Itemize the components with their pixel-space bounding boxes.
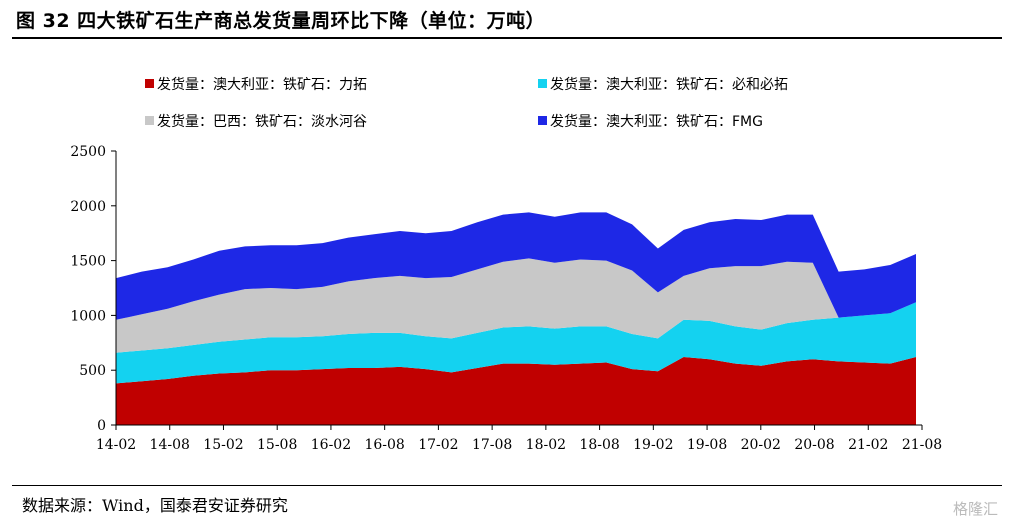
x-tick-label: 17-02: [418, 437, 458, 453]
y-tick-label: 500: [79, 363, 106, 379]
page-title: 图 32 四大铁矿石生产商总发货量周环比下降（单位：万吨）: [16, 10, 546, 32]
x-tick-label: 18-02: [526, 437, 566, 453]
x-tick-label: 16-08: [364, 437, 404, 453]
x-tick-label: 17-08: [472, 437, 512, 453]
x-tick-label: 15-02: [203, 437, 243, 453]
legend-label: 发货量：澳大利亚：铁矿石：必和必拓: [550, 76, 788, 93]
watermark: 格隆汇: [952, 500, 998, 518]
x-tick-label: 19-08: [687, 437, 727, 453]
x-tick-label: 19-02: [633, 437, 673, 453]
area-series-2: [116, 258, 916, 353]
y-tick-label: 0: [97, 418, 106, 434]
legend: 发货量：澳大利亚：铁矿石：力拓 发货量：澳大利亚：铁矿石：必和必拓发货量：巴西：铁…: [145, 76, 788, 130]
x-tick-label: 14-08: [150, 437, 190, 453]
area-series-3: [116, 212, 916, 320]
legend-swatch: [145, 79, 154, 88]
top-rule: [12, 37, 1002, 39]
legend-swatch: [145, 116, 154, 125]
area-series-1: [116, 302, 916, 384]
legend-label: 发货量：巴西：铁矿石：淡水河谷: [157, 113, 367, 130]
legend-label: 发货量：澳大利亚：铁矿石：FMG: [550, 113, 763, 130]
legend-swatch: [538, 116, 547, 125]
x-tick-label: 14-02: [96, 437, 136, 453]
x-tick-label: 16-02: [311, 437, 351, 453]
bottom-rule: [12, 485, 1002, 486]
x-tick-label: 21-02: [848, 437, 888, 453]
chart-axes: 0 500 1000 1500 2000 2500 14-02 14-08 15-02 15-08…: [70, 144, 942, 453]
y-tick-label: 2500: [70, 144, 106, 160]
y-tick-label: 1000: [70, 308, 106, 324]
x-tick-label: 15-08: [257, 437, 297, 453]
y-tick-label: 2000: [70, 199, 106, 215]
x-tick-label: 18-08: [579, 437, 619, 453]
x-tick-label: 20-08: [794, 437, 834, 453]
y-tick-label: 1500: [70, 254, 106, 270]
area-series-0: [116, 357, 916, 425]
legend-swatch: [538, 79, 547, 88]
legend-label: 发货量：澳大利亚：铁矿石：力拓: [157, 76, 367, 93]
x-tick-label: 21-08: [902, 437, 942, 453]
source-note: 数据来源：Wind，国泰君安证券研究: [22, 496, 288, 515]
x-tick-label: 20-02: [741, 437, 781, 453]
chart-areas: [116, 212, 916, 425]
